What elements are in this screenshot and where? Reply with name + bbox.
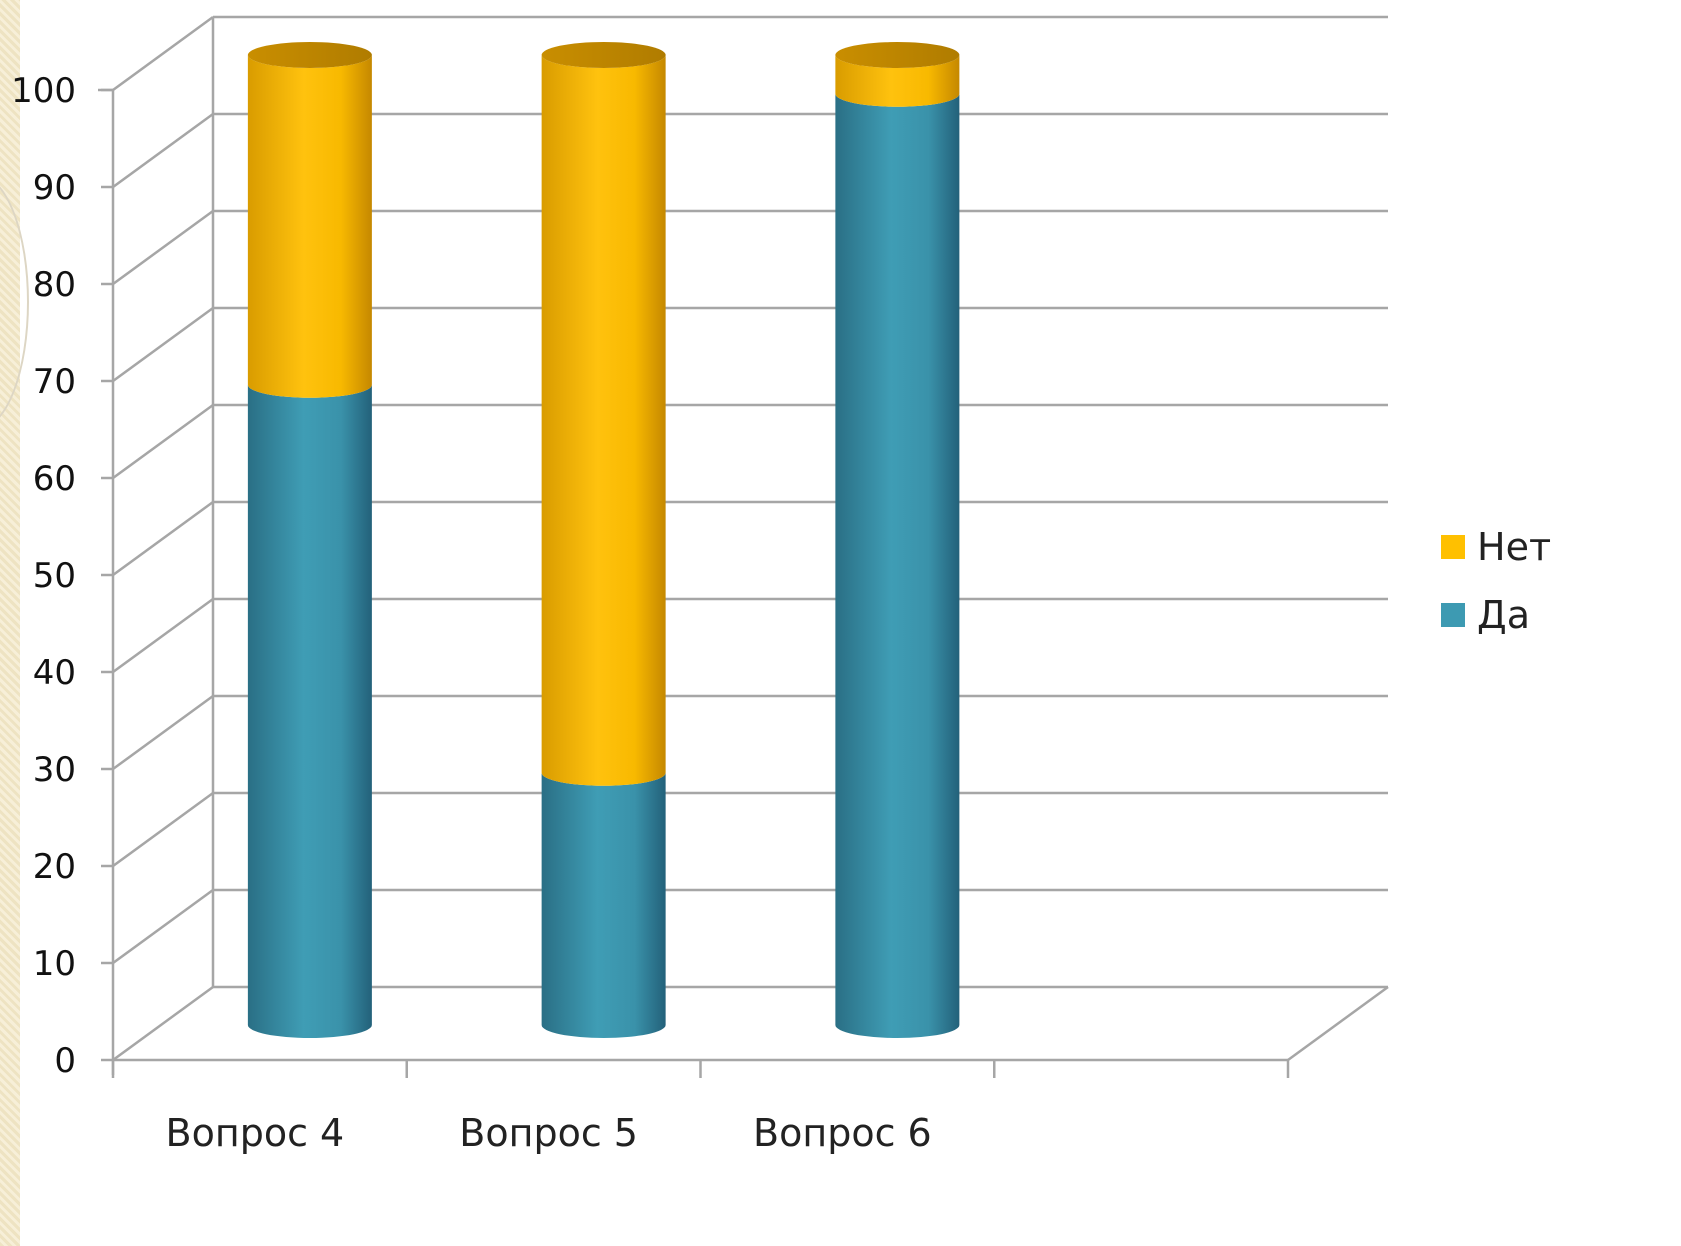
y-tick-label: 60 xyxy=(33,459,76,499)
y-tick-label: 10 xyxy=(33,944,76,984)
bar-segment xyxy=(835,55,960,107)
y-tick-label: 80 xyxy=(33,265,76,305)
y-tick-label: 0 xyxy=(54,1041,76,1081)
x-category-label: Вопрос 6 xyxy=(753,1111,932,1155)
gridline-diagonal xyxy=(112,15,214,92)
y-tick-label: 100 xyxy=(11,71,76,111)
gridline-diagonal xyxy=(112,500,214,577)
floor-right-edge xyxy=(1287,985,1389,1062)
gridline-diagonal xyxy=(112,888,214,965)
gridline-diagonal xyxy=(112,985,214,1062)
gridline-diagonal xyxy=(112,306,214,383)
bar-top-cap xyxy=(247,42,372,68)
gridline-diagonal xyxy=(112,694,214,771)
chart-legend: Нет Да xyxy=(1441,525,1551,637)
y-tick-label: 40 xyxy=(33,653,76,693)
gridline-diagonal xyxy=(112,112,214,189)
legend-swatch xyxy=(1441,535,1465,559)
legend-label: Да xyxy=(1477,593,1530,637)
bar-top-cap xyxy=(835,42,960,68)
legend-swatch xyxy=(1441,603,1465,627)
y-tick-label: 50 xyxy=(33,556,76,596)
y-tick-label: 70 xyxy=(33,362,76,402)
chart-labels: 0 10 20 30 40 50 60 70 80 90 100 Вопрос 4 Вопрос 5 Во… xyxy=(11,71,932,1155)
bar-top-cap xyxy=(541,42,666,68)
gridline-diagonal xyxy=(112,791,214,868)
bar-segment xyxy=(541,772,666,1038)
gridline-diagonal xyxy=(112,403,214,480)
chart-axes xyxy=(98,17,1389,1078)
y-tick-label: 30 xyxy=(33,750,76,790)
y-tick-label: 20 xyxy=(33,847,76,887)
bar-segment xyxy=(247,384,372,1038)
bar-segment xyxy=(247,55,372,398)
x-category-label: Вопрос 5 xyxy=(459,1111,638,1155)
bar-segment xyxy=(835,93,960,1039)
bar-segment xyxy=(541,55,666,786)
legend-label: Нет xyxy=(1477,525,1551,569)
x-category-label: Вопрос 4 xyxy=(166,1111,345,1155)
chart-grid xyxy=(112,15,1388,1062)
gridline-diagonal xyxy=(112,209,214,286)
gridline-diagonal xyxy=(112,597,214,674)
chart-bars xyxy=(247,42,960,1039)
y-tick-label: 90 xyxy=(33,168,76,208)
